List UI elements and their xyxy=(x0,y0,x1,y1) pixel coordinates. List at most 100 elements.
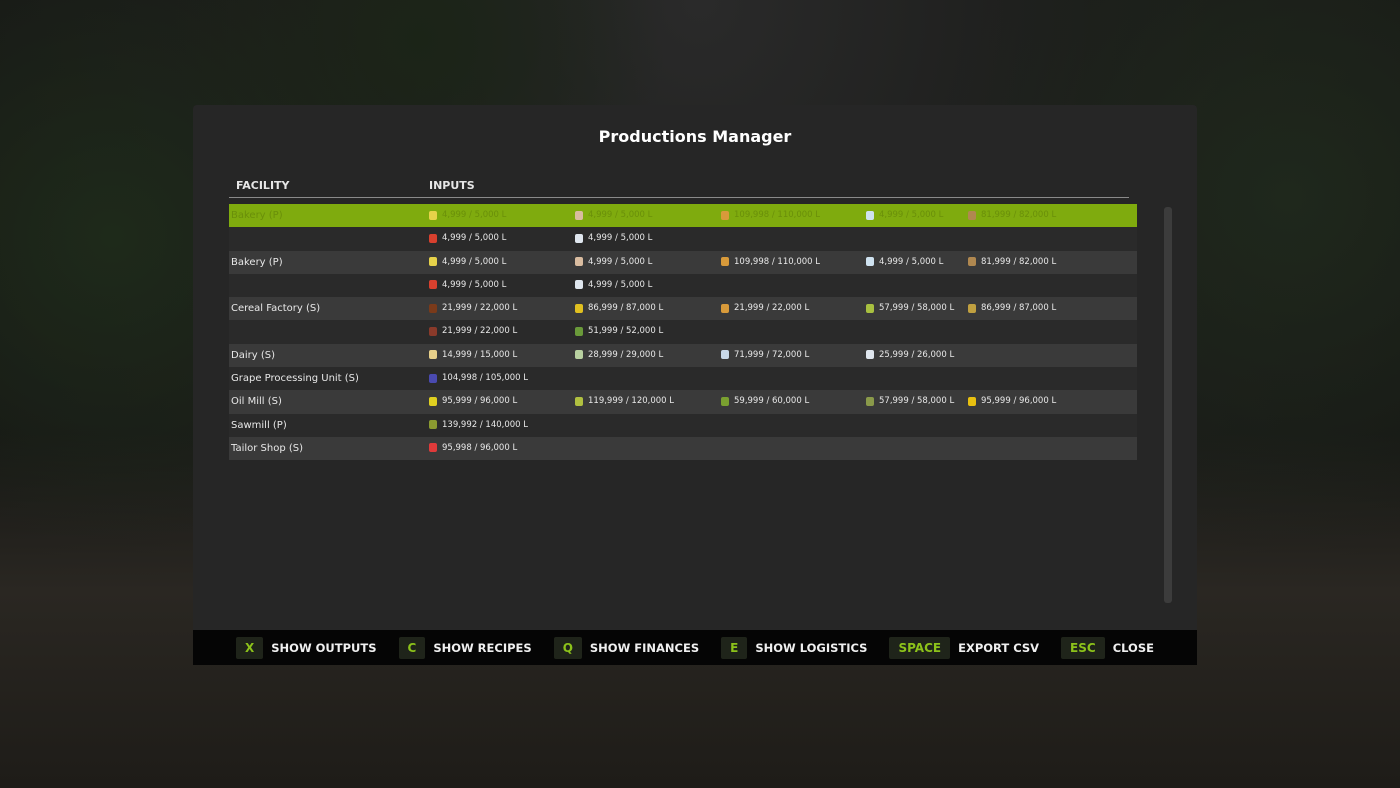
input-amount: 4,999 / 5,000 L xyxy=(442,233,507,244)
input-amount: 4,999 / 5,000 L xyxy=(588,210,653,220)
action-show-outputs[interactable]: X SHOW OUTPUTS xyxy=(236,636,377,659)
action-label: SHOW LOGISTICS xyxy=(755,640,868,655)
input-amount: 86,999 / 87,000 L xyxy=(588,303,664,314)
action-show-logistics[interactable]: E SHOW LOGISTICS xyxy=(721,636,868,659)
input-amount: 21,999 / 22,000 L xyxy=(442,303,518,314)
input-cell: 4,999 / 5,000 L xyxy=(575,257,652,267)
crate-icon xyxy=(968,257,976,267)
soybean-icon xyxy=(575,396,583,406)
table-row[interactable]: Dairy (S) 14,999 / 15,000 L 28,999 / 29,00… xyxy=(229,343,1137,368)
table-row[interactable]: Oil Mill (S) 95,999 / 96,000 L 119,999 / 1… xyxy=(229,390,1137,414)
column-header-inputs: INPUTS xyxy=(429,179,475,192)
input-cell: 21,999 / 22,000 L xyxy=(429,326,517,336)
key-hint: Q xyxy=(553,636,582,659)
input-amount: 139,992 / 140,000 L xyxy=(442,419,529,430)
input-cell: 81,999 / 82,000 L xyxy=(968,257,1056,267)
sugar-icon xyxy=(575,233,583,243)
input-cell: 4,999 / 5,000 L xyxy=(429,233,506,243)
input-amount: 25,999 / 26,000 L xyxy=(879,349,955,360)
grass-icon xyxy=(575,326,583,336)
facility-name: Oil Mill (S) xyxy=(231,396,282,408)
input-amount: 57,999 / 58,000 L xyxy=(879,396,955,407)
input-cell: 28,999 / 29,000 L xyxy=(575,350,663,360)
chocolate-icon xyxy=(429,303,437,313)
table-row[interactable]: Grape Processing Unit (S) 104,998 / 105,0… xyxy=(229,367,1137,391)
key-hint: C xyxy=(398,636,426,659)
input-amount: 4,999 / 5,000 L xyxy=(588,256,653,267)
input-cell: 119,999 / 120,000 L xyxy=(575,396,674,406)
strawberry-icon xyxy=(429,280,437,290)
butter-icon xyxy=(721,257,729,267)
input-amount: 21,999 / 22,000 L xyxy=(442,326,518,337)
milk-icon xyxy=(866,210,874,220)
input-cell: 109,998 / 110,000 L xyxy=(721,257,820,267)
input-cell: 104,998 / 105,000 L xyxy=(429,373,528,383)
input-amount: 4,999 / 5,000 L xyxy=(588,233,653,244)
input-cell: 25,999 / 26,000 L xyxy=(866,350,954,360)
strawberry-icon xyxy=(429,233,437,243)
facility-name: Dairy (S) xyxy=(231,349,275,361)
table-row[interactable]: Bakery (P) 4,999 / 5,000 L 4,999 / 5,000 L… xyxy=(229,204,1137,228)
input-cell: 95,999 / 96,000 L xyxy=(968,396,1056,406)
facility-name: Cereal Factory (S) xyxy=(231,303,321,315)
table-row[interactable]: 21,999 / 22,000 L 51,999 / 52,000 L xyxy=(229,320,1137,344)
action-close[interactable]: ESC CLOSE xyxy=(1061,636,1154,659)
input-amount: 86,999 / 87,000 L xyxy=(981,303,1057,314)
table-row[interactable]: 4,999 / 5,000 L 4,999 / 5,000 L xyxy=(229,273,1137,298)
input-cell: 4,999 / 5,000 L xyxy=(866,257,943,267)
input-amount: 95,999 / 96,000 L xyxy=(442,396,518,407)
butter-icon xyxy=(721,303,729,313)
grape-icon xyxy=(429,373,437,383)
oat-icon xyxy=(866,303,874,313)
table-row[interactable]: Sawmill (P) 139,992 / 140,000 L xyxy=(229,413,1137,437)
action-show-finances[interactable]: Q SHOW FINANCES xyxy=(553,636,699,659)
fabric-icon xyxy=(429,443,437,453)
action-export-csv[interactable]: SPACE EXPORT CSV xyxy=(889,636,1039,659)
input-cell: 4,999 / 5,000 L xyxy=(429,280,506,290)
input-amount: 57,999 / 58,000 L xyxy=(879,303,955,314)
scrollbar[interactable] xyxy=(1164,207,1172,603)
input-cell: 4,999 / 5,000 L xyxy=(429,210,506,220)
input-cell: 14,999 / 15,000 L xyxy=(429,350,517,360)
input-amount: 28,999 / 29,000 L xyxy=(588,349,664,360)
input-amount: 14,999 / 15,000 L xyxy=(442,349,518,360)
input-amount: 59,999 / 60,000 L xyxy=(734,396,810,407)
input-cell: 81,999 / 82,000 L xyxy=(968,210,1056,220)
flour-icon xyxy=(429,257,437,267)
input-amount: 81,999 / 82,000 L xyxy=(981,210,1057,220)
input-cell: 21,999 / 22,000 L xyxy=(721,303,809,313)
facility-name: Tailor Shop (S) xyxy=(231,442,304,454)
table-row[interactable]: Bakery (P) 4,999 / 5,000 L 4,999 / 5,000 L… xyxy=(229,250,1137,274)
canola-icon xyxy=(429,396,437,406)
sugar-icon xyxy=(575,280,583,290)
wood-icon xyxy=(429,420,437,430)
key-hint: SPACE xyxy=(889,636,951,659)
raisin-icon xyxy=(429,326,437,336)
column-header-facility: FACILITY xyxy=(236,179,290,192)
table-row[interactable]: Cereal Factory (S) 21,999 / 22,000 L 86,99… xyxy=(229,297,1137,321)
input-amount: 51,999 / 52,000 L xyxy=(588,326,664,337)
key-hint: X xyxy=(236,636,264,659)
input-amount: 109,998 / 110,000 L xyxy=(734,210,821,220)
input-amount: 95,998 / 96,000 L xyxy=(442,442,518,453)
milk-jug-icon xyxy=(429,350,437,360)
input-cell: 21,999 / 22,000 L xyxy=(429,303,517,313)
input-cell: 4,999 / 5,000 L xyxy=(575,210,652,220)
input-cell: 139,992 / 140,000 L xyxy=(429,420,528,430)
input-cell: 57,999 / 58,000 L xyxy=(866,396,954,406)
facility-name: Bakery (P) xyxy=(231,256,283,268)
action-show-recipes[interactable]: C SHOW RECIPES xyxy=(398,636,532,659)
corn-icon xyxy=(575,303,583,313)
input-cell: 71,999 / 72,000 L xyxy=(721,350,809,360)
input-cell: 95,999 / 96,000 L xyxy=(429,396,517,406)
table-row[interactable]: Tailor Shop (S) 95,998 / 96,000 L xyxy=(229,436,1137,461)
action-bar: X SHOW OUTPUTS C SHOW RECIPES Q SHOW FINANCES… xyxy=(193,630,1197,665)
input-amount: 109,998 / 110,000 L xyxy=(734,256,821,267)
input-cell: 59,999 / 60,000 L xyxy=(721,396,809,406)
table-row[interactable]: 4,999 / 5,000 L 4,999 / 5,000 L xyxy=(229,227,1137,251)
action-label: CLOSE xyxy=(1112,640,1154,655)
input-amount: 4,999 / 5,000 L xyxy=(442,256,507,267)
input-amount: 119,999 / 120,000 L xyxy=(588,396,675,407)
sunflower-icon xyxy=(968,396,976,406)
wheat-bag-icon xyxy=(575,210,583,220)
